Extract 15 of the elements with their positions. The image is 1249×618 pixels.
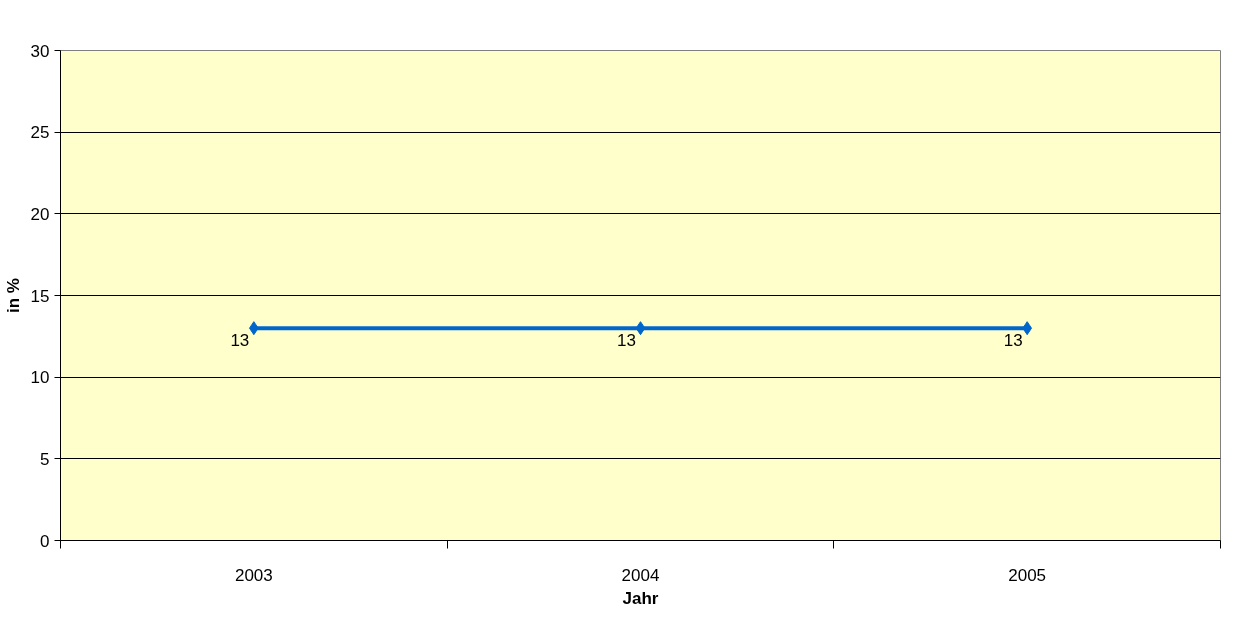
- y-tick-label: 20: [30, 204, 50, 224]
- x-tick-label: 2004: [621, 565, 660, 585]
- data-label: 13: [230, 331, 250, 351]
- x-tick-label: 2005: [1008, 565, 1047, 585]
- y-tick-label: 30: [30, 41, 50, 61]
- y-tick-label: 15: [30, 286, 50, 306]
- y-axis-title: in %: [3, 278, 23, 313]
- y-tick-label: 0: [40, 531, 50, 551]
- data-label: 13: [1003, 331, 1023, 351]
- data-label: 13: [617, 331, 636, 351]
- y-tick-label: 10: [30, 368, 50, 388]
- y-tick-label: 5: [40, 449, 50, 469]
- y-tick-label: 25: [30, 123, 50, 143]
- x-tick-label: 2003: [234, 565, 273, 585]
- x-axis-title: Jahr: [622, 588, 659, 608]
